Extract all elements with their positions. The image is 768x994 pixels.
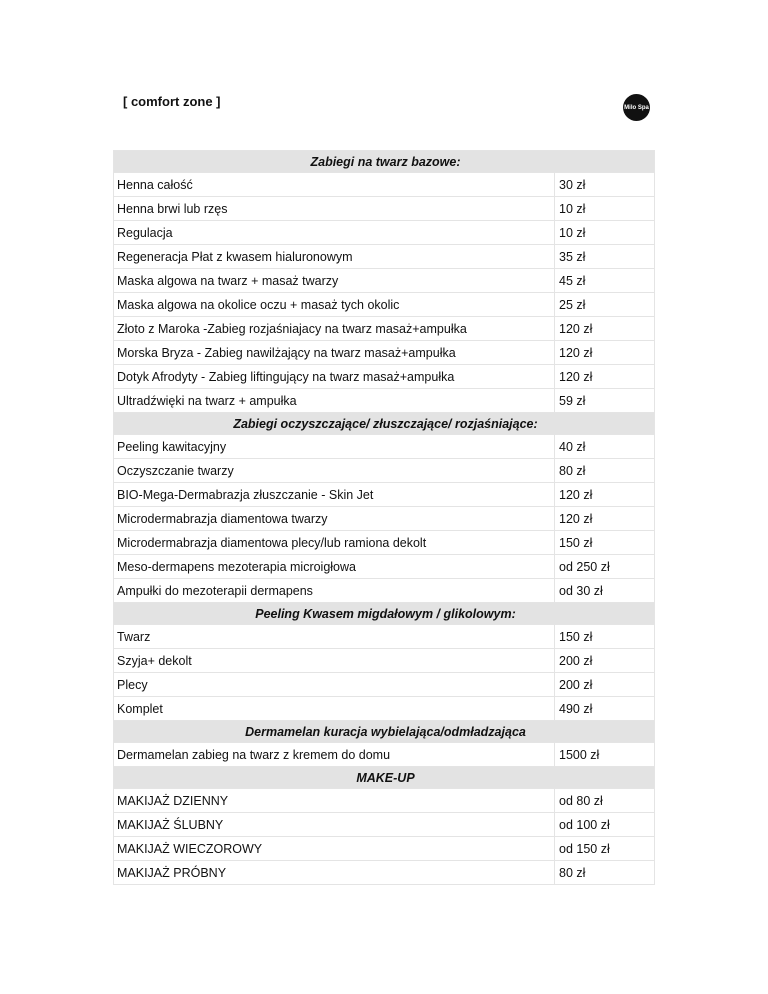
section-title: Zabiegi oczyszczające/ złuszczające/ roz… <box>113 412 655 435</box>
service-row: Szyja+ dekolt 200 zł <box>113 648 655 673</box>
service-name: Dotyk Afrodyty - Zabieg liftingujący na … <box>113 364 555 389</box>
brand: [ comfort zone ] <box>123 94 221 109</box>
service-row: Henna brwi lub rzęs 10 zł <box>113 196 655 221</box>
section-header: Peeling Kwasem migdałowym / glikolowym: <box>113 602 655 625</box>
service-name: MAKIJAŻ ŚLUBNY <box>113 812 555 837</box>
service-price: od 250 zł <box>554 554 655 579</box>
service-name: Microdermabrazja diamentowa plecy/lub ra… <box>113 530 555 555</box>
service-name: Henna całość <box>113 172 555 197</box>
service-price: od 80 zł <box>554 788 655 813</box>
service-row: MAKIJAŻ PRÓBNY 80 zł <box>113 860 655 885</box>
service-price: 150 zł <box>554 624 655 649</box>
service-row: Ultradźwięki na twarz + ampułka 59 zł <box>113 388 655 413</box>
service-price: 80 zł <box>554 860 655 885</box>
service-name: Microdermabrazja diamentowa twarzy <box>113 506 555 531</box>
service-name: Ampułki do mezoterapii dermapens <box>113 578 555 603</box>
service-price: 10 zł <box>554 196 655 221</box>
service-row: Henna całość 30 zł <box>113 172 655 197</box>
service-row: Ampułki do mezoterapii dermapens od 30 zł <box>113 578 655 603</box>
service-price: 120 zł <box>554 506 655 531</box>
price-list: Zabiegi na twarz bazowe: Henna całość 30 z… <box>113 150 655 885</box>
section-title: MAKE-UP <box>113 766 655 789</box>
service-name: MAKIJAŻ WIECZOROWY <box>113 836 555 861</box>
service-price: 59 zł <box>554 388 655 413</box>
service-price: 35 zł <box>554 244 655 269</box>
service-name: Regulacja <box>113 220 555 245</box>
service-row: Złoto z Maroka -Zabieg rozjaśniajacy na … <box>113 316 655 341</box>
service-price: 40 zł <box>554 434 655 459</box>
service-name: Morska Bryza - Zabieg nawilżający na twa… <box>113 340 555 365</box>
service-row: MAKIJAŻ DZIENNY od 80 zł <box>113 788 655 813</box>
service-name: MAKIJAŻ PRÓBNY <box>113 860 555 885</box>
service-price: 80 zł <box>554 458 655 483</box>
service-name: Maska algowa na twarz + masaż twarzy <box>113 268 555 293</box>
service-name: Szyja+ dekolt <box>113 648 555 673</box>
service-name: MAKIJAŻ DZIENNY <box>113 788 555 813</box>
service-price: 150 zł <box>554 530 655 555</box>
section-title: Peeling Kwasem migdałowym / glikolowym: <box>113 602 655 625</box>
service-row: Regulacja 10 zł <box>113 220 655 245</box>
service-price: 10 zł <box>554 220 655 245</box>
section-header: Zabiegi na twarz bazowe: <box>113 150 655 173</box>
section-title: Dermamelan kuracja wybielająca/odmładzaj… <box>113 720 655 743</box>
service-price: 120 zł <box>554 340 655 365</box>
service-row: Microdermabrazja diamentowa plecy/lub ra… <box>113 530 655 555</box>
section-header: Zabiegi oczyszczające/ złuszczające/ roz… <box>113 412 655 435</box>
service-row: Dermamelan zabieg na twarz z kremem do d… <box>113 742 655 767</box>
service-row: Plecy 200 zł <box>113 672 655 697</box>
service-row: Meso-dermapens mezoterapia microigłowa od… <box>113 554 655 579</box>
service-row: Oczyszczanie twarzy 80 zł <box>113 458 655 483</box>
service-name: Oczyszczanie twarzy <box>113 458 555 483</box>
service-name: Twarz <box>113 624 555 649</box>
service-row: MAKIJAŻ ŚLUBNY od 100 zł <box>113 812 655 837</box>
service-name: Maska algowa na okolice oczu + masaż tyc… <box>113 292 555 317</box>
service-row: Komplet 490 zł <box>113 696 655 721</box>
service-row: Maska algowa na okolice oczu + masaż tyc… <box>113 292 655 317</box>
service-price: 1500 zł <box>554 742 655 767</box>
service-price: 200 zł <box>554 672 655 697</box>
service-price: 120 zł <box>554 316 655 341</box>
service-row: Dotyk Afrodyty - Zabieg liftingujący na … <box>113 364 655 389</box>
service-row: MAKIJAŻ WIECZOROWY od 150 zł <box>113 836 655 861</box>
service-price: od 30 zł <box>554 578 655 603</box>
service-row: Twarz 150 zł <box>113 624 655 649</box>
service-price: 30 zł <box>554 172 655 197</box>
service-row: Regeneracja Płat z kwasem hialuronowym 35… <box>113 244 655 269</box>
section-header: Dermamelan kuracja wybielająca/odmładzaj… <box>113 720 655 743</box>
service-name: Peeling kawitacyjny <box>113 434 555 459</box>
service-name: Ultradźwięki na twarz + ampułka <box>113 388 555 413</box>
service-price: 490 zł <box>554 696 655 721</box>
service-row: BIO-Mega-Dermabrazja złuszczanie - Skin … <box>113 482 655 507</box>
service-name: Złoto z Maroka -Zabieg rozjaśniajacy na … <box>113 316 555 341</box>
service-row: Microdermabrazja diamentowa twarzy 120 zł <box>113 506 655 531</box>
service-price: 120 zł <box>554 364 655 389</box>
section-header: MAKE-UP <box>113 766 655 789</box>
service-row: Peeling kawitacyjny 40 zł <box>113 434 655 459</box>
service-name: Dermamelan zabieg na twarz z kremem do d… <box>113 742 555 767</box>
service-price: 25 zł <box>554 292 655 317</box>
section-title: Zabiegi na twarz bazowe: <box>113 150 655 173</box>
service-price: od 150 zł <box>554 836 655 861</box>
service-price: od 100 zł <box>554 812 655 837</box>
service-price: 200 zł <box>554 648 655 673</box>
service-name: Henna brwi lub rzęs <box>113 196 555 221</box>
service-name: BIO-Mega-Dermabrazja złuszczanie - Skin … <box>113 482 555 507</box>
logo: Milo Spa <box>623 94 650 121</box>
service-name: Plecy <box>113 672 555 697</box>
service-price: 120 zł <box>554 482 655 507</box>
service-row: Morska Bryza - Zabieg nawilżający na twa… <box>113 340 655 365</box>
service-row: Maska algowa na twarz + masaż twarzy 45 z… <box>113 268 655 293</box>
service-name: Regeneracja Płat z kwasem hialuronowym <box>113 244 555 269</box>
service-name: Meso-dermapens mezoterapia microigłowa <box>113 554 555 579</box>
service-name: Komplet <box>113 696 555 721</box>
service-price: 45 zł <box>554 268 655 293</box>
